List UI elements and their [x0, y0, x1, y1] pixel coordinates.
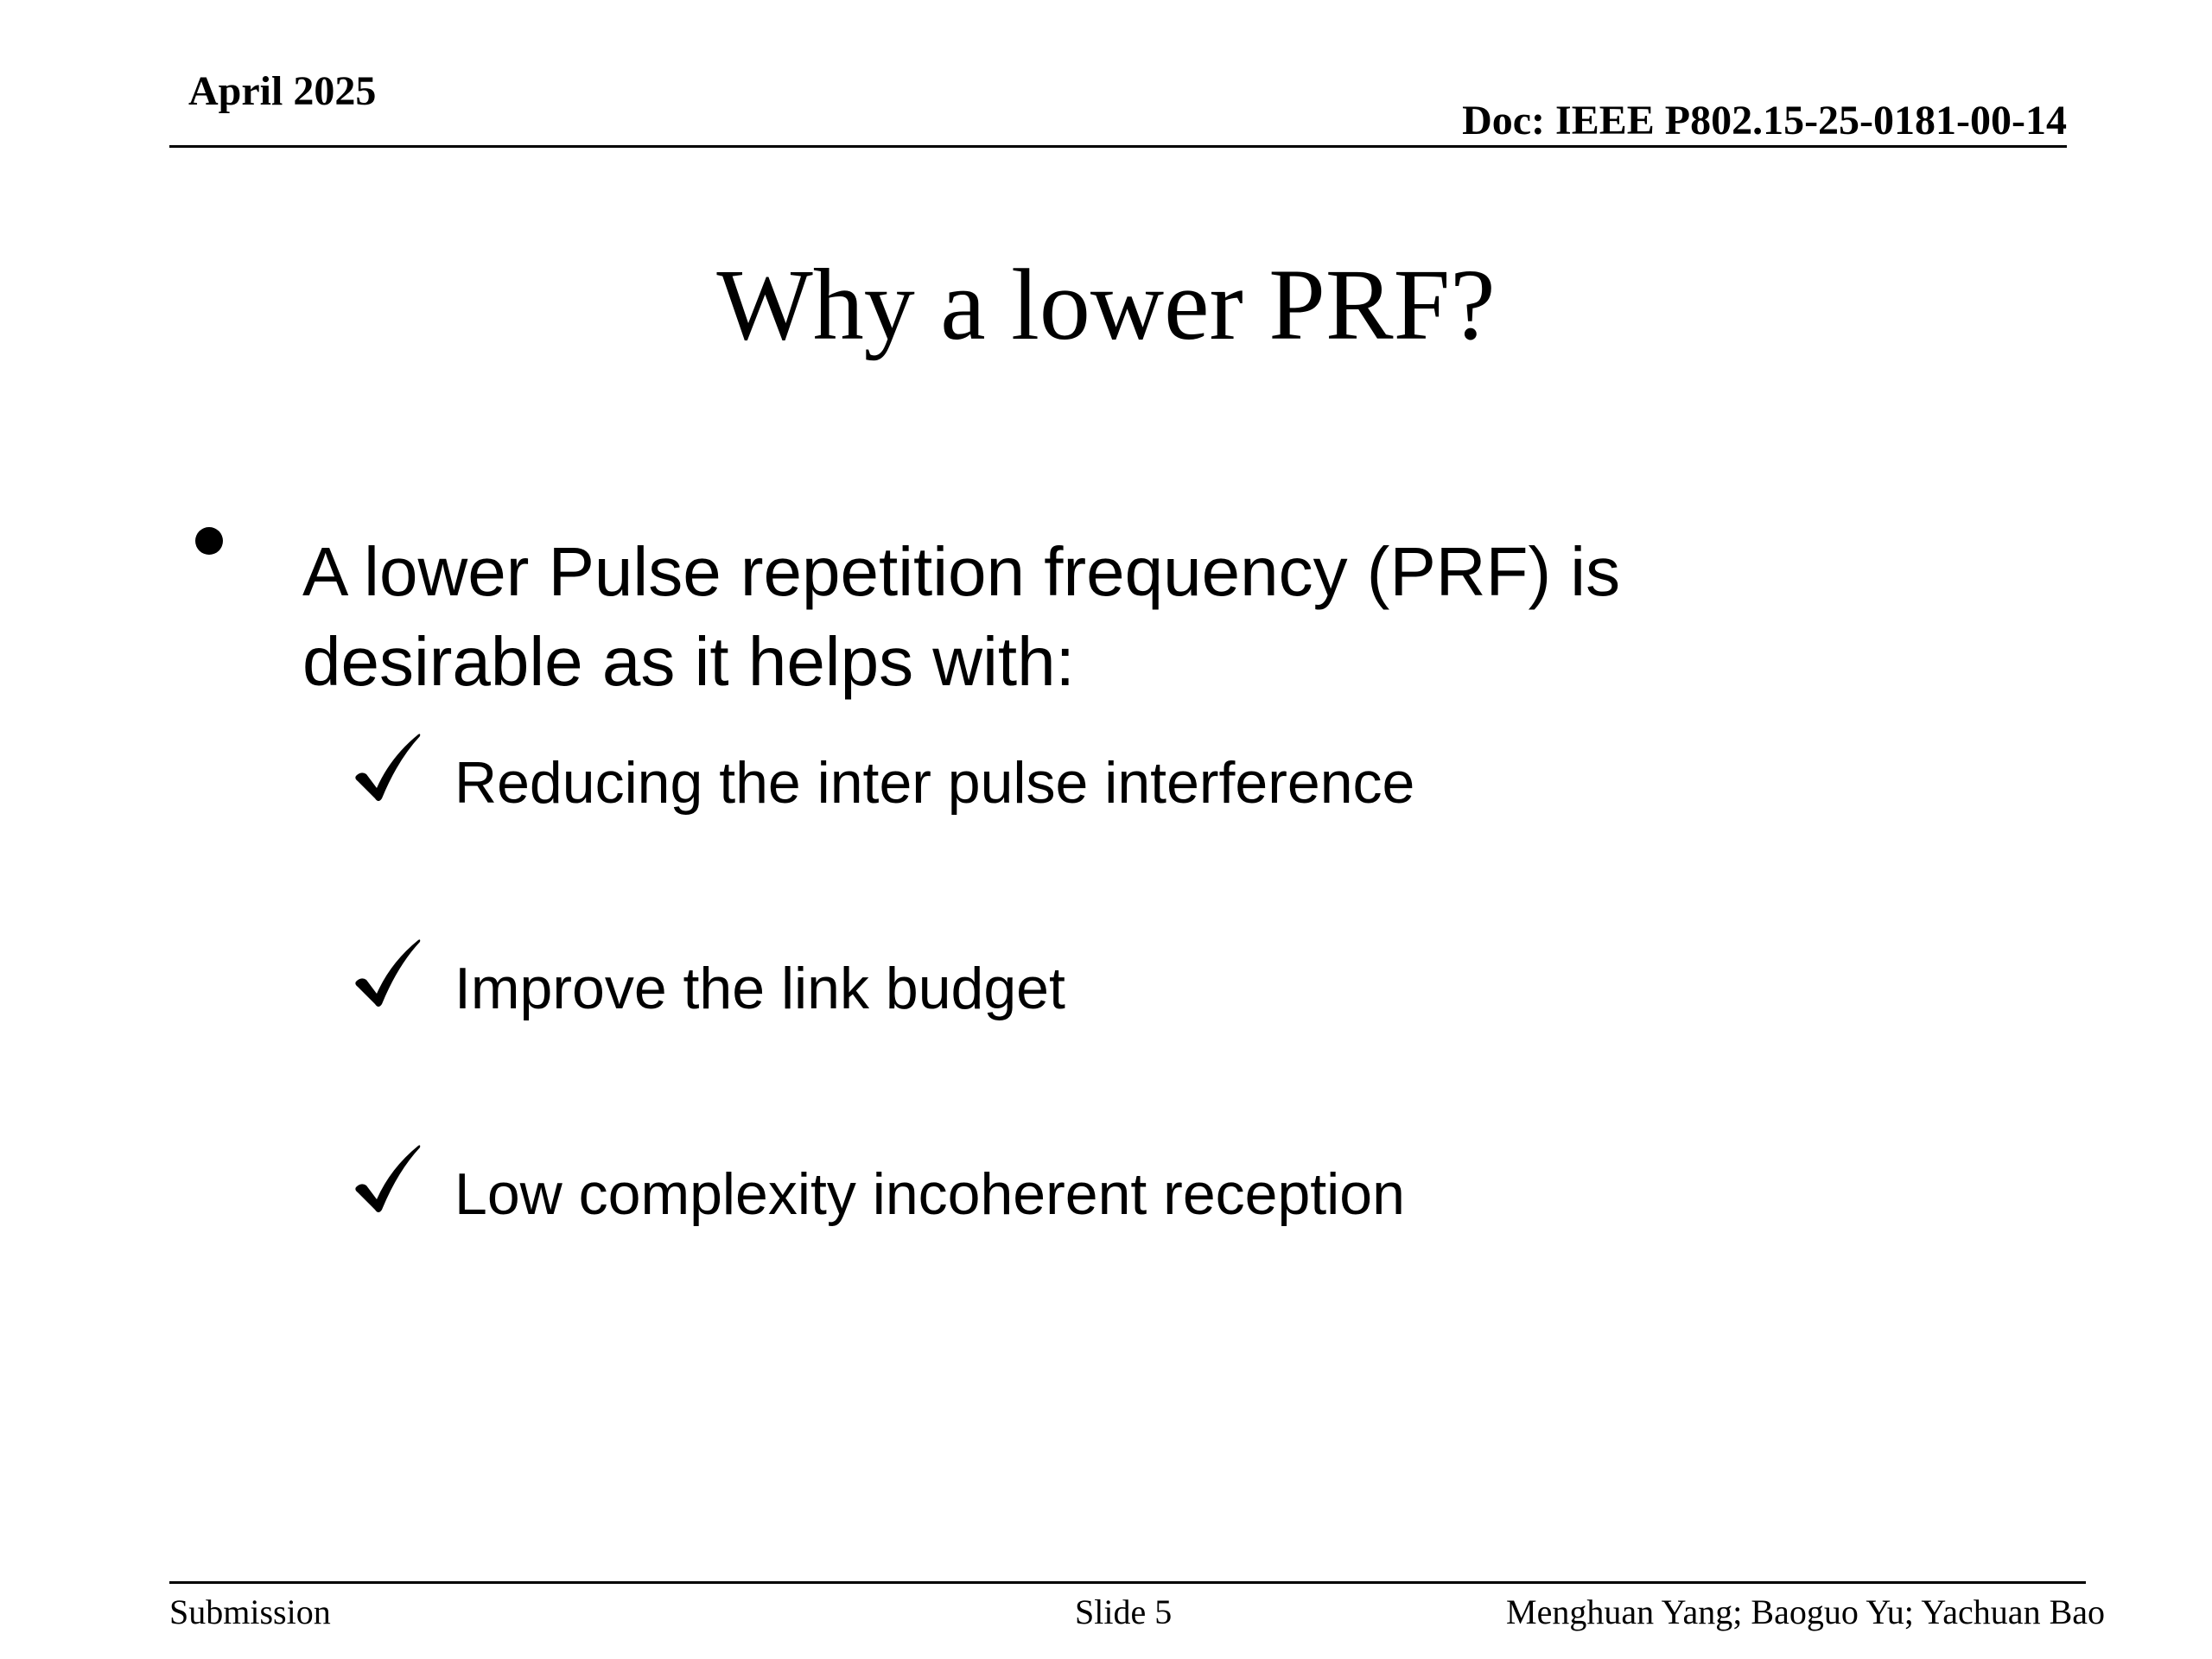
main-bullet-text: A lower Pulse repetition frequency (PRF)… — [302, 527, 2031, 707]
footer-divider — [169, 1581, 2086, 1584]
header-divider — [169, 145, 2067, 148]
check-item-text: Improve the link budget — [454, 956, 1065, 1021]
checkmark-icon — [355, 734, 421, 801]
footer-slide-number: Slide 5 — [1075, 1592, 1173, 1631]
check-item: Improve the link budget — [353, 937, 1994, 1040]
footer-submission: Submission — [169, 1592, 331, 1631]
check-item: Reducing the inter pulse interference — [353, 731, 1994, 835]
checkmark-icon — [355, 1145, 421, 1212]
check-item: Low complexity incoherent reception — [353, 1142, 1994, 1246]
header-date: April 2025 — [188, 68, 377, 114]
check-item-text: Low complexity incoherent reception — [454, 1161, 1405, 1227]
footer-authors: Menghuan Yang; Baoguo Yu; Yachuan Bao — [1506, 1592, 2105, 1631]
main-bullet-line-1: A lower Pulse repetition frequency (PRF)… — [302, 533, 1621, 610]
check-item-text: Reducing the inter pulse interference — [454, 750, 1415, 816]
main-bullet-line-2: desirable as it helps with: — [302, 623, 1075, 700]
bullet-dot-icon — [195, 527, 223, 555]
slide-title: Why a lower PRF? — [716, 248, 1496, 361]
checkmark-icon — [355, 939, 421, 1007]
header-doc-id: Doc: IEEE P802.15-25-0181-00-14 — [1462, 98, 2067, 143]
